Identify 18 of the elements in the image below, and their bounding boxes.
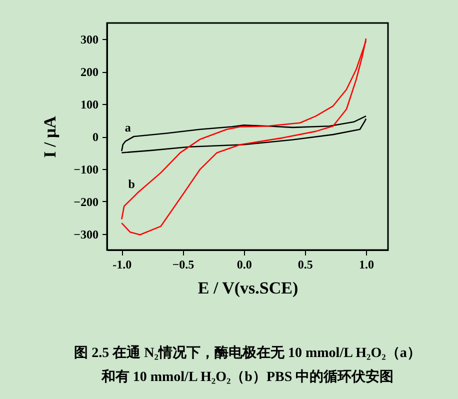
y-tick-label: −300 [74,227,98,242]
y-axis-title: I / μA [40,115,60,158]
series-label: a [124,120,131,134]
series-label: b [128,176,136,191]
y-tick-label: 0 [92,130,98,144]
x-tick-label: 1.0 [359,258,374,272]
y-tick-label: 200 [80,65,98,80]
x-tick-label: 0.5 [298,258,313,272]
text: 图 2.5 在通 N₂情况下，酶电极在无 10 mmol/L H₂O₂（a） [74,346,421,361]
y-tick-label: 100 [80,98,98,112]
y-tick-label: −100 [74,162,98,176]
x-tick-label: -1.0 [112,258,132,272]
x-tick-label: 0.0 [236,258,252,272]
y-tick-label: 300 [80,32,98,47]
x-axis-title: E / V(vs.SCE) [198,278,298,298]
text: 和有 10 mmol/L H₂O₂（b）PBS 中的循环伏安图 [101,370,394,385]
x-tick-label: −0.5 [172,258,194,272]
y-tick-label: −200 [74,194,98,209]
